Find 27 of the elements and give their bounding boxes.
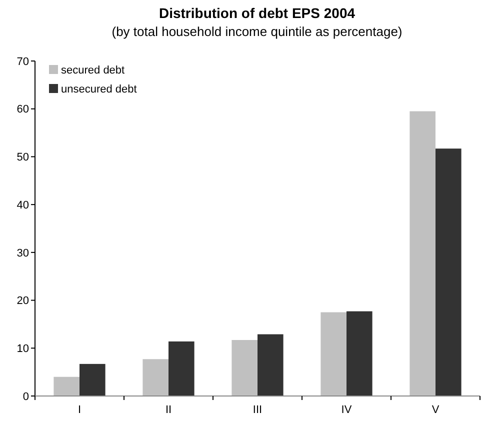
bar [80, 364, 106, 396]
bar [258, 334, 284, 396]
chart-title: Distribution of debt EPS 2004 [158, 5, 356, 21]
chart-subtitle: (by total household income quintile as percentage) [112, 24, 402, 39]
x-tick-label: V [432, 404, 440, 416]
x-tick-label: II [165, 404, 172, 416]
bar [142, 359, 168, 396]
y-tick-label: 60 [16, 104, 29, 116]
x-tick-label: III [252, 404, 262, 416]
bar [410, 111, 436, 396]
bar [168, 341, 194, 396]
bar [54, 376, 80, 396]
legend-label: unsecured debt [61, 84, 137, 96]
x-tick-label: IV [341, 404, 352, 416]
y-tick-label: 40 [16, 199, 29, 212]
bar [232, 340, 258, 396]
y-tick-label: 20 [16, 295, 29, 308]
y-tick-label: 50 [16, 152, 29, 164]
bar [436, 148, 462, 396]
y-tick-label: 70 [16, 56, 29, 68]
y-tick-label: 0 [22, 390, 29, 403]
legend-label: secured debt [61, 64, 125, 76]
bar [320, 312, 346, 396]
y-tick-label: 10 [16, 342, 29, 355]
y-tick-label: 30 [16, 247, 29, 260]
x-tick-label: I [78, 404, 82, 416]
bar [346, 311, 372, 396]
